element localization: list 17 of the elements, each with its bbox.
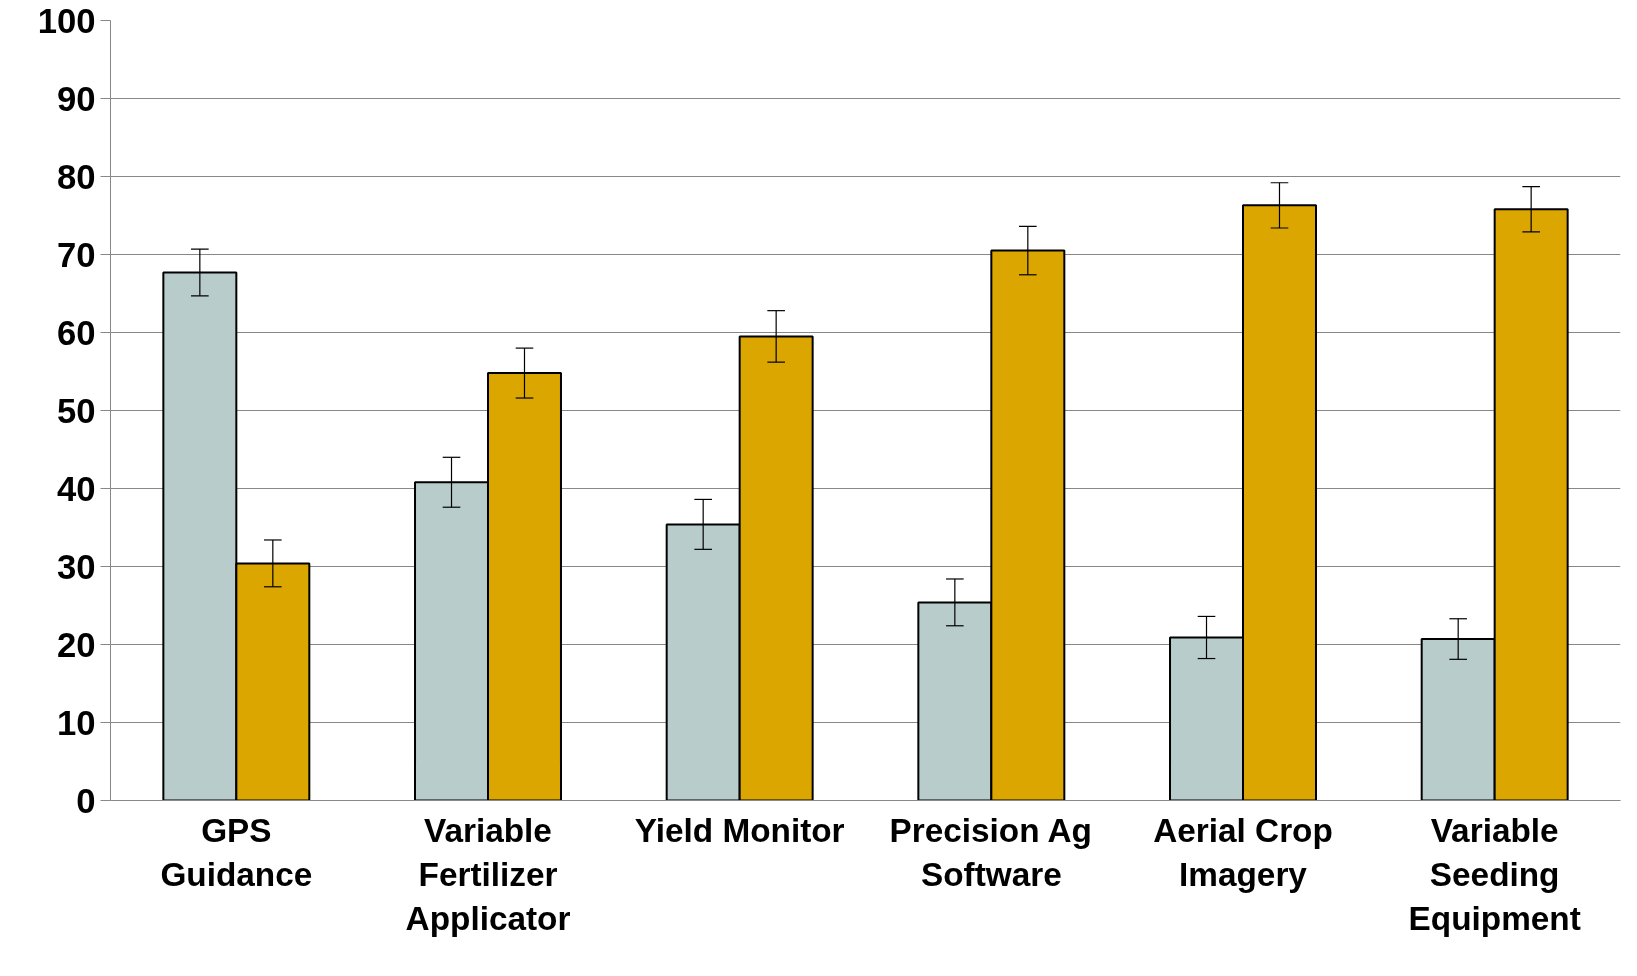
x-tick-label: Precision Ag Software (889, 811, 1092, 893)
y-tick-label: 0 (76, 781, 96, 820)
x-tick-label: Yield Monitor (634, 811, 845, 849)
y-tick-label: 100 (37, 1, 96, 40)
y-tick-label: 20 (56, 625, 96, 664)
x-tick-label: Variable Fertilizer Applicator (405, 811, 571, 938)
y-tick-label: 40 (56, 469, 96, 508)
y-tick-label: 10 (56, 703, 96, 742)
y-tick-label: 80 (56, 157, 96, 196)
x-tick-label: GPS Guidance (160, 811, 313, 893)
y-tick-label: 70 (56, 235, 96, 274)
y-tick-label: 90 (56, 79, 96, 118)
x-tick-label: Variable Seeding Equipment (1408, 811, 1581, 938)
y-tick-label: 30 (56, 547, 96, 586)
y-tick-label: 60 (56, 313, 96, 352)
y-tick-label: 50 (56, 391, 96, 430)
x-tick-label: Aerial Crop Imagery (1153, 811, 1333, 893)
